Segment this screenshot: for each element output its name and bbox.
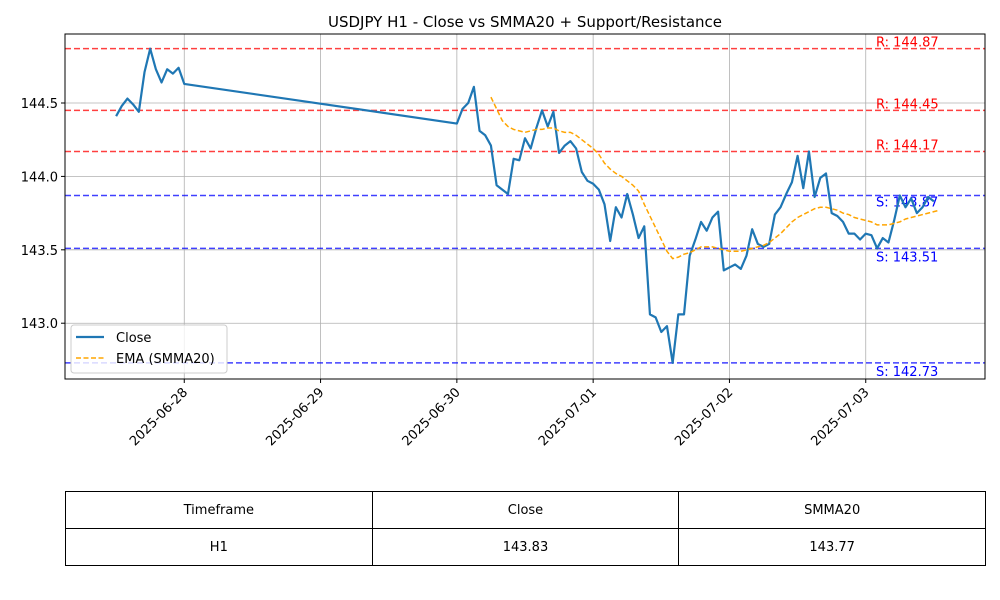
y-tick-label: 143.5: [21, 244, 58, 259]
x-tick-label: 2025-06-29: [263, 385, 327, 449]
support-label: S: 143.51: [876, 250, 938, 265]
table-header-timeframe: Timeframe: [65, 491, 373, 529]
chart: USDJPY H1 - Close vs SMMA20 + Support/Re…: [21, 13, 986, 449]
resistance-label: R: 144.45: [876, 97, 939, 112]
legend-label: Close: [116, 331, 151, 346]
support-label: S: 142.73: [876, 365, 938, 380]
smma20-series-line: [490, 96, 940, 260]
table-cell-timeframe: H1: [65, 528, 373, 566]
y-tick-label: 144.5: [21, 97, 58, 112]
plot-frame: [64, 33, 986, 380]
x-tick-label: 2025-07-03: [809, 385, 873, 449]
table-header-smma20: SMMA20: [678, 491, 986, 529]
legend-box: [70, 324, 228, 374]
x-tick-label: 2025-06-28: [127, 385, 191, 449]
table-row: H1 143.83 143.77: [65, 528, 986, 566]
summary-table: Timeframe Close SMMA20 H1 143.83 143.77: [65, 491, 986, 566]
table-header-row: Timeframe Close SMMA20: [65, 491, 986, 529]
x-tick-label: 2025-07-02: [672, 385, 736, 449]
resistance-label: R: 144.17: [876, 138, 939, 153]
legend-label: EMA (SMMA20): [116, 352, 215, 367]
chart-title: USDJPY H1 - Close vs SMMA20 + Support/Re…: [328, 13, 722, 31]
table-header-close: Close: [371, 491, 680, 529]
x-tick-label: 2025-07-01: [536, 385, 600, 449]
legend: Close EMA (SMMA20): [70, 324, 228, 374]
table-cell-close: 143.83: [371, 528, 680, 566]
close-series-line: [115, 47, 935, 364]
y-tick-label: 143.0: [21, 317, 58, 332]
y-tick-label: 144.0: [21, 170, 58, 185]
x-tick-label: 2025-06-30: [400, 385, 464, 449]
table-cell-smma20: 143.77: [678, 528, 986, 566]
resistance-label: R: 144.87: [876, 36, 939, 51]
